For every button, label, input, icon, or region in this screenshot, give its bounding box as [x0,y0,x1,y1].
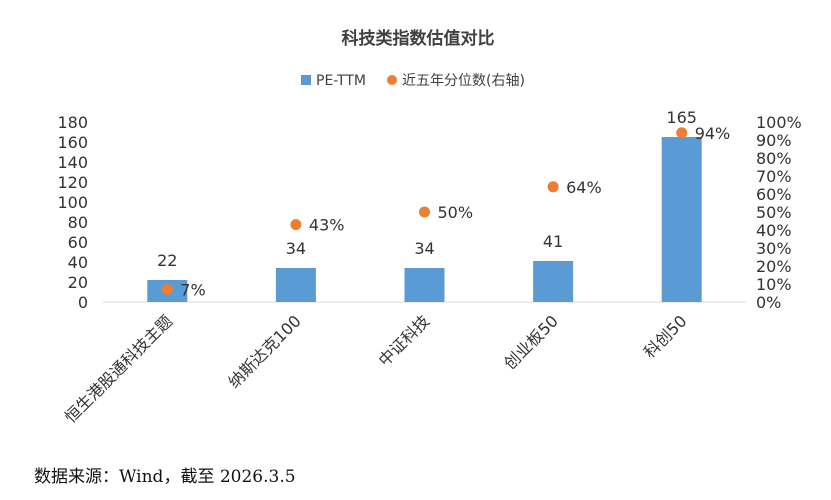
x-category-label: 创业板50 [500,311,562,373]
y-left-tick-label: 120 [57,173,88,192]
plot-area: 0204060801001201401601800%10%20%30%40%50… [57,108,801,427]
y-right-tick-label: 70% [756,167,792,186]
y-left-tick-label: 100 [57,193,88,212]
legend: PE-TTM 近五年分位数(右轴) [301,73,525,89]
y-right-tick-label: 50% [756,203,792,222]
chart: 科技类指数估值对比 PE-TTM 近五年分位数(右轴) 020406080100… [57,28,801,427]
y-right-tick-label: 30% [756,239,792,258]
y-left-tick-label: 140 [57,153,88,172]
source-note: 数据来源：Wind，截至 2026.3.5 [34,467,296,487]
percentile-value-label: 50% [438,203,474,222]
bar [533,261,574,302]
percentile-value-label: 94% [695,124,731,143]
legend-marker-percentile [387,75,397,85]
x-category-label: 科创50 [640,311,690,361]
percentile-point [290,219,302,231]
bar [404,268,445,302]
y-left-tick-label: 40 [68,253,88,272]
y-right-tick-label: 10% [756,275,792,294]
percentile-value-label: 64% [566,178,602,197]
y-right-tick-label: 80% [756,149,792,168]
percentile-value-label: 7% [180,280,205,299]
y-left-tick-label: 180 [57,113,88,132]
legend-swatch-pe [301,75,311,85]
y-left-tick-label: 60 [68,233,88,252]
y-right-tick-label: 20% [756,257,792,276]
bar-value-label: 34 [286,239,306,258]
x-category-label: 纳斯达克100 [224,311,304,391]
bar-value-label: 165 [666,108,697,127]
chart-title: 科技类指数估值对比 [342,28,495,49]
legend-label-percentile: 近五年分位数(右轴) [402,73,525,89]
percentile-value-label: 43% [309,216,345,235]
bar-value-label: 34 [414,239,434,258]
percentile-point [676,127,688,139]
y-right-tick-label: 100% [756,113,802,132]
y-right-tick-label: 40% [756,221,792,240]
bar-value-label: 22 [157,251,177,270]
y-left-tick-label: 0 [78,293,88,312]
y-right-tick-label: 0% [756,293,781,312]
y-left-tick-label: 160 [57,133,88,152]
y-left-tick-label: 20 [68,273,88,292]
bar-value-label: 41 [543,232,563,251]
x-category-label: 中证科技 [375,311,434,370]
percentile-point [419,206,430,218]
y-right-tick-label: 60% [756,185,792,204]
percentile-point [547,181,559,193]
y-right-tick-label: 90% [756,131,792,150]
x-category-label: 恒生港股通科技主题 [61,311,176,426]
legend-label-pe: PE-TTM [316,73,366,89]
y-left-tick-label: 80 [68,213,88,232]
percentile-point [161,283,173,295]
bar [661,137,702,302]
bar [275,268,316,302]
